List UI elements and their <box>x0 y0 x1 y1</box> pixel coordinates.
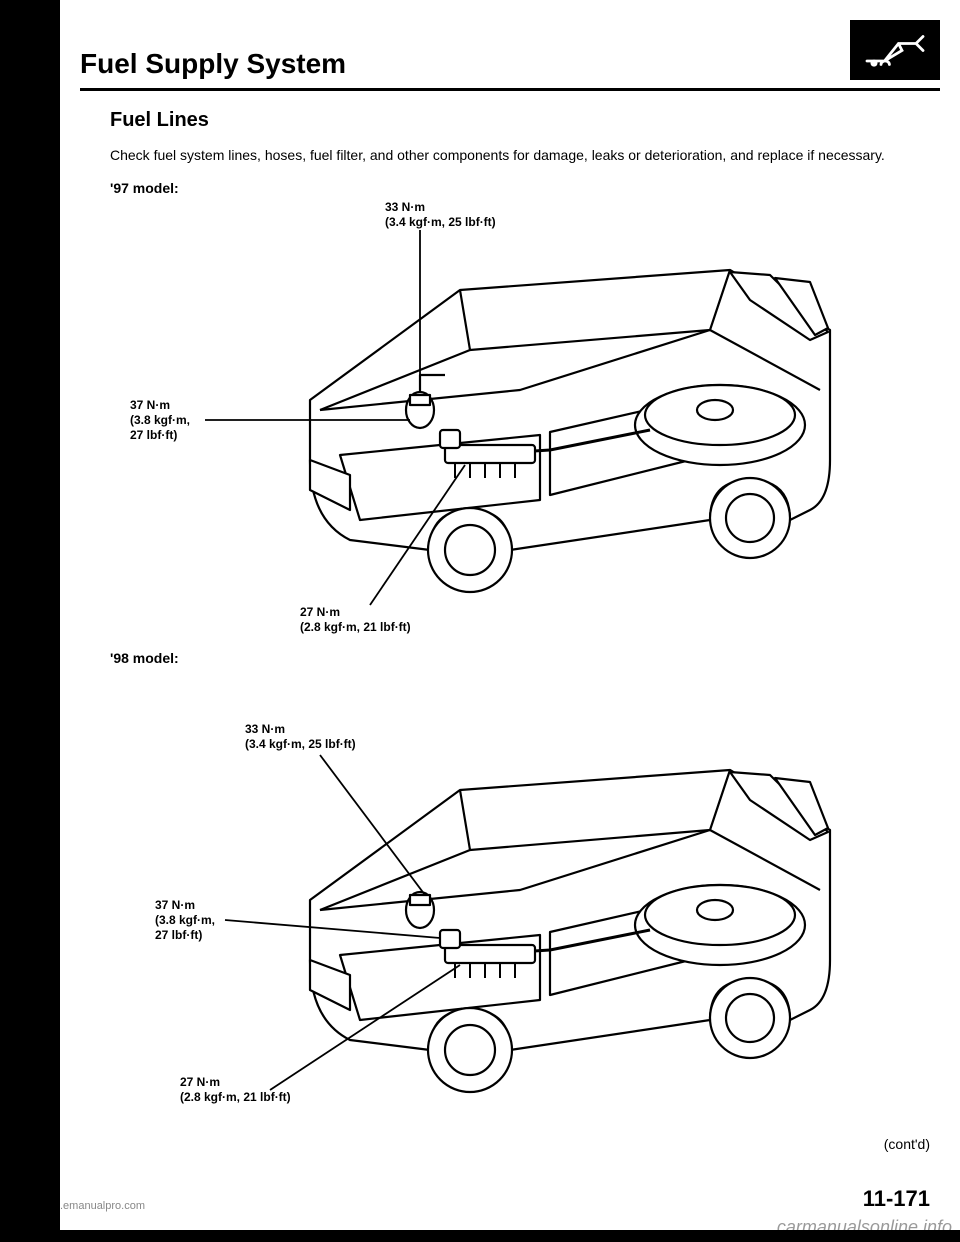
diagram-97: 33 N·m (3.4 kgf·m, 25 lbf·ft) 37 N·m (3.… <box>110 200 940 640</box>
torque-spec-bottom: 27 N·m (2.8 kgf·m, 21 lbf·ft) <box>180 1075 291 1105</box>
torque-spec-top: 33 N·m (3.4 kgf·m, 25 lbf·ft) <box>385 200 496 230</box>
binder-knob <box>0 585 5 615</box>
model-97-label: '97 model: <box>110 180 940 196</box>
vehicle-diagram-97 <box>110 200 890 640</box>
binder-tab <box>0 570 40 620</box>
model-98-label: '98 model: <box>110 650 940 666</box>
page-title: Fuel Supply System <box>80 48 346 80</box>
diagram-98: 33 N·m (3.4 kgf·m, 25 lbf·ft) 37 N·m (3.… <box>110 670 940 1110</box>
vehicle-diagram-98 <box>110 670 890 1110</box>
continued-label: (cont'd) <box>884 1136 930 1152</box>
page-header: Fuel Supply System <box>80 20 940 80</box>
page-content: Fuel Supply System Fuel Lines Check fuel… <box>80 20 940 1222</box>
footer-url: .emanualpro.com <box>60 1200 145 1212</box>
bottom-bar <box>0 1230 960 1242</box>
torque-spec-left: 37 N·m (3.8 kgf·m, 27 lbf·ft) <box>155 898 215 943</box>
binder-knob <box>0 115 5 145</box>
fuel-system-icon <box>850 20 940 80</box>
section-title: Fuel Lines <box>110 109 940 132</box>
binder-tab <box>0 100 40 150</box>
page-number: 11-171 <box>863 1186 930 1212</box>
binder-tab <box>0 1060 40 1110</box>
section-description: Check fuel system lines, hoses, fuel fil… <box>110 146 930 164</box>
torque-spec-top: 33 N·m (3.4 kgf·m, 25 lbf·ft) <box>245 722 356 752</box>
header-rule <box>80 88 940 91</box>
torque-spec-bottom: 27 N·m (2.8 kgf·m, 21 lbf·ft) <box>300 605 411 635</box>
binder-spine <box>0 0 60 1242</box>
binder-knob <box>0 1075 5 1105</box>
torque-spec-left: 37 N·m (3.8 kgf·m, 27 lbf·ft) <box>130 398 190 443</box>
